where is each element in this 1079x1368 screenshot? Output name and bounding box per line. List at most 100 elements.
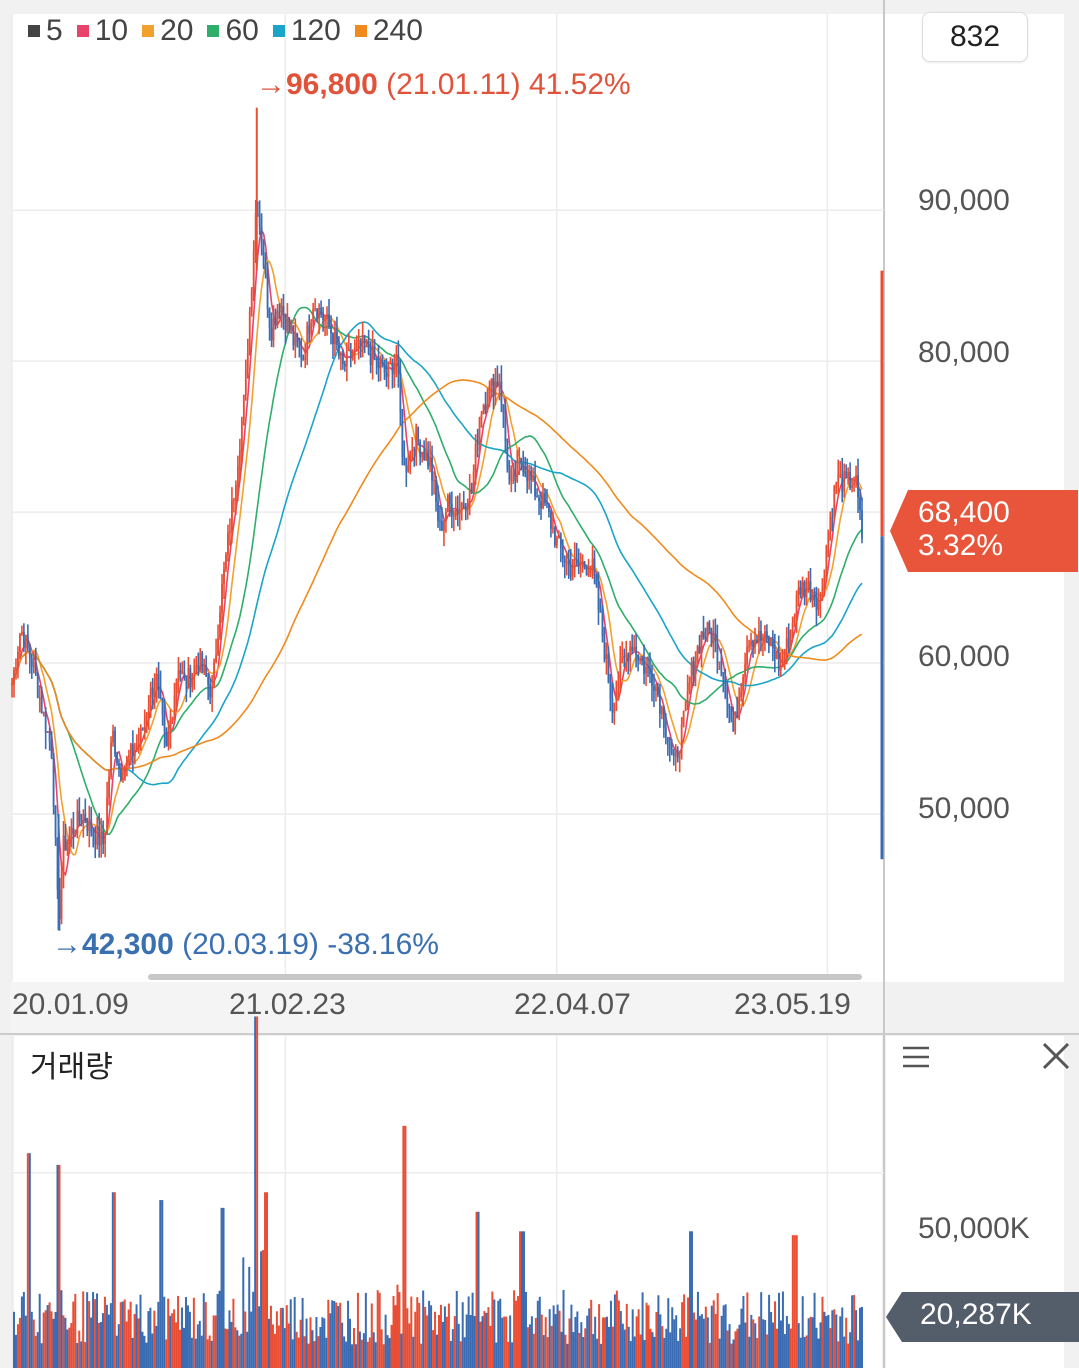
candle-body	[684, 701, 687, 711]
volume-bar	[131, 1337, 134, 1368]
volume-bar	[679, 1328, 682, 1368]
current-volume-value: 20,287K	[920, 1298, 1032, 1331]
legend-item-ma240[interactable]: 240	[354, 14, 423, 48]
candle-body	[24, 634, 27, 649]
candle-body	[70, 828, 73, 835]
volume-bar	[82, 1291, 85, 1368]
candle-body	[811, 594, 814, 601]
candle-body	[205, 665, 208, 677]
candle-body	[542, 492, 544, 509]
volume-bar	[641, 1292, 644, 1368]
volume-bar	[451, 1329, 454, 1368]
candle-body	[26, 634, 29, 648]
low-price-value: 42,300	[82, 928, 174, 961]
legend-item-ma120[interactable]: 120	[272, 14, 341, 48]
volume-bar	[410, 1296, 413, 1368]
volume-bar	[853, 1294, 856, 1368]
legend-item-ma60[interactable]: 60	[207, 14, 259, 48]
legend-item-ma10[interactable]: 10	[76, 14, 128, 48]
volume-bar	[827, 1314, 830, 1368]
candle-body	[417, 427, 420, 442]
candle-body	[704, 637, 707, 639]
candle-body	[308, 325, 311, 334]
volume-bar	[370, 1303, 373, 1368]
volume-bar	[34, 1335, 37, 1368]
candle-body	[139, 728, 142, 743]
candle-body	[510, 479, 513, 481]
volume-bar	[236, 1330, 239, 1368]
candle-body	[787, 638, 790, 649]
moving-average-line	[11, 321, 863, 786]
candle-body	[332, 333, 334, 345]
volume-bar	[267, 1318, 270, 1368]
volume-bar	[552, 1305, 555, 1368]
volume-bar	[609, 1300, 612, 1368]
volume-bar	[362, 1333, 365, 1368]
volume-bar	[208, 1335, 211, 1368]
volume-tag-shape	[886, 1292, 1079, 1342]
candle-body	[555, 537, 558, 546]
volume-bar	[333, 1301, 336, 1368]
volume-bar	[655, 1312, 658, 1368]
volume-bar	[30, 1311, 33, 1368]
candle-body	[565, 561, 568, 563]
candle-body	[88, 819, 91, 831]
volume-bar	[351, 1344, 354, 1368]
y-tick-label: 60,000	[918, 640, 1010, 673]
volume-bar	[372, 1332, 375, 1368]
candle-body	[785, 638, 788, 656]
volume-bar	[724, 1304, 727, 1368]
volume-bar	[793, 1235, 796, 1368]
volume-bar	[212, 1315, 215, 1368]
candle-body	[153, 688, 156, 697]
arrow-right-icon: →	[52, 928, 82, 961]
volume-bar	[718, 1338, 721, 1368]
candle-body	[371, 346, 374, 365]
candle-body	[637, 655, 640, 661]
candle-body	[801, 582, 804, 595]
candle-body	[712, 635, 715, 643]
candle-body	[546, 503, 548, 505]
candle-body	[171, 718, 174, 721]
candle-body	[708, 622, 711, 631]
legend-item-ma5[interactable]: 5	[28, 14, 63, 48]
volume-bar	[540, 1314, 543, 1368]
hamburger-menu-icon[interactable]	[900, 1042, 932, 1072]
candle-body	[454, 508, 457, 516]
volume-bar	[240, 1333, 243, 1368]
candle-body	[639, 658, 641, 661]
volume-bar	[503, 1316, 506, 1368]
y-tick-label: 50,000	[918, 792, 1010, 825]
data-count-box[interactable]: 832	[922, 12, 1028, 62]
volume-bar	[704, 1306, 707, 1368]
legend-item-ma20[interactable]: 20	[142, 14, 193, 48]
candle-body	[446, 495, 449, 513]
candle-body	[345, 350, 348, 367]
volume-bar	[596, 1338, 599, 1368]
close-icon[interactable]	[1040, 1040, 1072, 1072]
candle-body	[831, 517, 834, 519]
current-price-tag: 68,400 3.32%	[890, 490, 1078, 572]
chart-scrollbar[interactable]	[148, 974, 862, 980]
candle-body	[290, 332, 293, 334]
volume-bar	[149, 1307, 152, 1368]
candle-body	[696, 646, 699, 662]
candle-body	[100, 831, 103, 846]
volume-bar	[258, 1306, 261, 1368]
volume-bar	[572, 1332, 575, 1368]
volume-bar	[803, 1336, 806, 1368]
candle-body	[423, 451, 426, 461]
volume-bar	[538, 1296, 541, 1368]
volume-bar	[153, 1310, 156, 1368]
candle-body	[839, 474, 842, 476]
volume-bar	[384, 1314, 387, 1368]
candle-body	[270, 327, 273, 341]
candle-body	[405, 465, 408, 472]
candle-body	[754, 639, 756, 647]
volume-bar	[58, 1164, 61, 1368]
candle-body	[367, 341, 370, 354]
candle-body	[425, 452, 428, 461]
volume-bar	[694, 1319, 697, 1368]
candle-body	[803, 582, 806, 598]
